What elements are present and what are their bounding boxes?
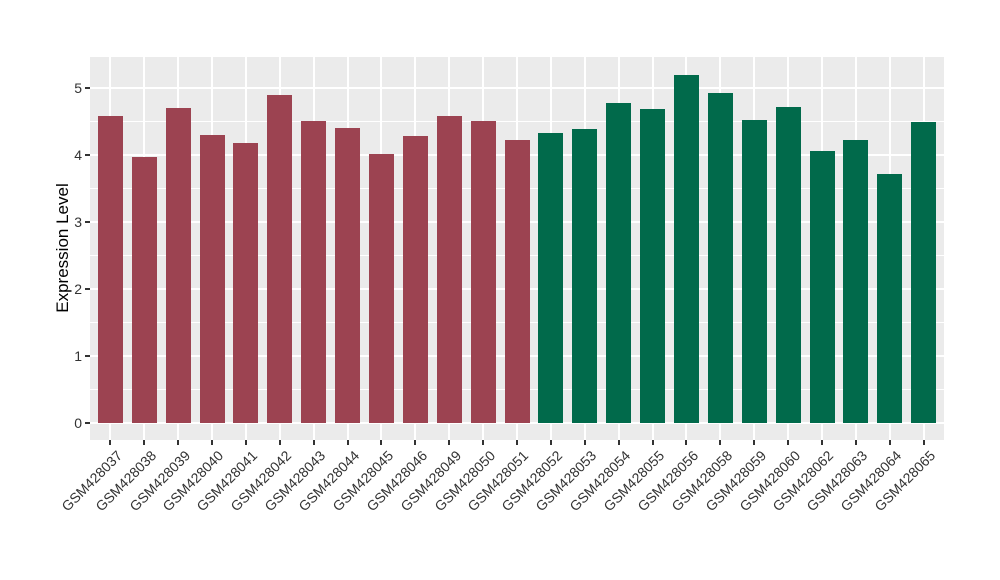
x-tick-mark: [346, 440, 349, 445]
x-tick-mark: [888, 440, 891, 445]
bar: [165, 108, 191, 423]
bar: [673, 74, 699, 423]
bar: [402, 136, 428, 423]
x-tick-mark: [414, 440, 417, 445]
y-tick-mark: [85, 221, 90, 223]
bar: [335, 128, 361, 423]
bar: [640, 109, 666, 423]
bar: [199, 134, 225, 423]
x-tick-mark: [278, 440, 281, 445]
y-tick-label: 5: [74, 80, 82, 96]
x-tick-mark: [244, 440, 247, 445]
y-tick-mark: [85, 355, 90, 357]
y-tick-label: 2: [74, 281, 82, 297]
bar: [301, 120, 327, 423]
x-tick-mark: [109, 440, 112, 445]
x-tick-mark: [854, 440, 857, 445]
bar: [368, 154, 394, 423]
x-tick-mark: [312, 440, 315, 445]
bar: [131, 157, 157, 423]
bar: [538, 132, 564, 423]
x-tick-mark: [448, 440, 451, 445]
bar: [606, 103, 632, 423]
y-tick-label: 0: [74, 415, 82, 431]
x-tick-mark: [482, 440, 485, 445]
y-tick-mark: [85, 288, 90, 290]
bar: [470, 120, 496, 423]
bar: [267, 94, 293, 423]
x-tick-mark: [787, 440, 790, 445]
bar: [572, 128, 598, 423]
x-tick-mark: [617, 440, 620, 445]
x-tick-mark: [719, 440, 722, 445]
x-tick-mark: [143, 440, 146, 445]
bar: [809, 150, 835, 423]
bar: [741, 119, 767, 423]
y-tick-label: 4: [74, 147, 82, 163]
x-tick-mark: [380, 440, 383, 445]
bar: [233, 142, 259, 423]
x-tick-mark: [549, 440, 552, 445]
bar: [911, 121, 937, 423]
x-tick-mark: [922, 440, 925, 445]
bar: [877, 173, 903, 423]
y-tick-mark: [85, 87, 90, 89]
y-tick-mark: [85, 154, 90, 156]
bar: [707, 92, 733, 423]
x-tick-mark: [177, 440, 180, 445]
bar: [775, 107, 801, 423]
plot-panel: [90, 57, 944, 440]
y-tick-mark: [85, 422, 90, 424]
x-tick-mark: [753, 440, 756, 445]
y-tick-label: 1: [74, 348, 82, 364]
x-tick-mark: [651, 440, 654, 445]
x-tick-mark: [583, 440, 586, 445]
bar: [504, 140, 530, 423]
bar: [843, 140, 869, 423]
x-tick-mark: [821, 440, 823, 445]
bar: [436, 116, 462, 423]
y-tick-label: 3: [74, 214, 82, 230]
x-tick-mark: [516, 440, 518, 445]
x-tick-mark: [685, 440, 688, 445]
bar: [97, 116, 123, 423]
x-tick-mark: [211, 440, 213, 445]
